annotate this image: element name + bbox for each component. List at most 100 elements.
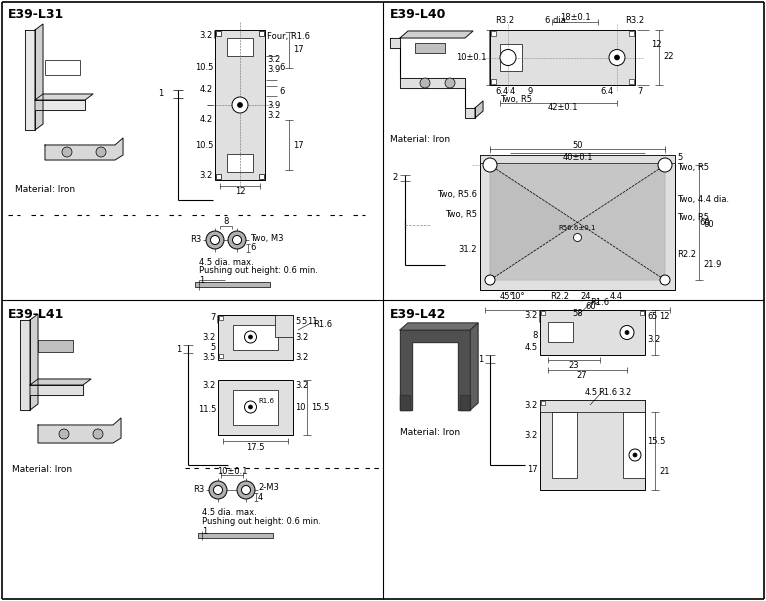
Text: E39-L42: E39-L42 xyxy=(390,308,447,321)
Bar xyxy=(218,380,293,435)
Bar xyxy=(233,390,278,425)
Polygon shape xyxy=(400,323,478,330)
Text: 17: 17 xyxy=(293,141,303,150)
Bar xyxy=(216,174,221,179)
Text: Two, R5: Two, R5 xyxy=(445,210,477,219)
Text: 23: 23 xyxy=(568,361,579,370)
Bar xyxy=(552,412,577,478)
Circle shape xyxy=(633,453,637,457)
Circle shape xyxy=(609,49,625,66)
Bar xyxy=(219,316,223,320)
Polygon shape xyxy=(20,320,83,410)
Text: 6.4: 6.4 xyxy=(495,87,509,96)
Bar xyxy=(491,31,496,36)
Circle shape xyxy=(248,405,253,409)
Bar xyxy=(227,38,253,56)
Text: 3.2: 3.2 xyxy=(267,55,280,64)
Polygon shape xyxy=(460,395,470,410)
Text: 1: 1 xyxy=(478,355,483,364)
Circle shape xyxy=(620,326,634,340)
Text: 4.5: 4.5 xyxy=(525,344,538,353)
Text: Material: Iron: Material: Iron xyxy=(400,428,460,437)
Bar xyxy=(259,31,264,36)
Text: 45°: 45° xyxy=(500,292,515,301)
Text: 4.5 dia. max.: 4.5 dia. max. xyxy=(199,258,254,267)
Circle shape xyxy=(244,401,257,413)
Circle shape xyxy=(614,55,620,60)
Bar xyxy=(216,31,221,36)
Text: R2.2: R2.2 xyxy=(677,250,696,259)
Text: 10: 10 xyxy=(295,403,306,412)
Text: 10±0.1: 10±0.1 xyxy=(217,466,247,475)
Circle shape xyxy=(445,78,455,88)
Circle shape xyxy=(93,429,103,439)
Text: 12: 12 xyxy=(234,188,245,197)
Text: R1.6: R1.6 xyxy=(598,388,617,397)
Text: 3.2: 3.2 xyxy=(203,332,216,341)
Text: 3.2: 3.2 xyxy=(267,111,280,120)
Text: 8: 8 xyxy=(224,218,229,227)
Text: 5: 5 xyxy=(295,317,300,326)
Text: 5: 5 xyxy=(211,344,216,353)
Text: 18±0.1: 18±0.1 xyxy=(560,13,591,22)
Bar xyxy=(259,174,264,179)
Text: 21.9: 21.9 xyxy=(703,260,722,269)
Bar xyxy=(623,412,645,478)
Text: 4: 4 xyxy=(258,492,264,501)
Text: 3.2: 3.2 xyxy=(200,171,213,180)
Text: 9: 9 xyxy=(528,87,533,96)
Text: 3.5: 3.5 xyxy=(203,353,216,361)
Bar xyxy=(640,311,644,315)
Bar xyxy=(480,155,675,163)
Circle shape xyxy=(485,275,495,285)
Polygon shape xyxy=(38,418,121,443)
Text: R3.2: R3.2 xyxy=(625,16,644,25)
Text: 8: 8 xyxy=(532,331,538,340)
Bar xyxy=(198,533,273,538)
Polygon shape xyxy=(45,138,123,160)
Polygon shape xyxy=(400,395,410,410)
Circle shape xyxy=(574,234,581,242)
Polygon shape xyxy=(490,165,578,280)
Text: 2: 2 xyxy=(393,174,398,183)
Text: Material: Iron: Material: Iron xyxy=(12,465,72,474)
Text: 17.5: 17.5 xyxy=(246,442,265,451)
Text: 21: 21 xyxy=(659,468,669,477)
Text: Material: Iron: Material: Iron xyxy=(15,185,75,194)
Text: 6 dia.: 6 dia. xyxy=(545,16,568,25)
Bar xyxy=(415,43,445,53)
Text: 3.9: 3.9 xyxy=(267,100,280,109)
Text: 3.2: 3.2 xyxy=(525,430,538,439)
Text: 7: 7 xyxy=(211,314,216,323)
Text: 5: 5 xyxy=(651,312,656,321)
Text: 11.5: 11.5 xyxy=(198,406,216,415)
Bar xyxy=(275,315,293,337)
Circle shape xyxy=(660,275,670,285)
Text: 1: 1 xyxy=(175,344,181,353)
Text: Four, R1.6: Four, R1.6 xyxy=(267,32,310,41)
Polygon shape xyxy=(30,379,91,385)
Text: 11: 11 xyxy=(307,317,317,326)
Text: R3: R3 xyxy=(193,484,204,493)
Polygon shape xyxy=(490,165,665,222)
Text: Two, 4.4 dia.: Two, 4.4 dia. xyxy=(677,195,729,204)
Circle shape xyxy=(59,429,69,439)
Text: 6.4: 6.4 xyxy=(600,87,614,96)
Text: 3.2: 3.2 xyxy=(525,401,538,410)
Circle shape xyxy=(483,158,497,172)
Text: R3.2: R3.2 xyxy=(495,16,514,25)
Text: 2-M3: 2-M3 xyxy=(258,483,279,492)
Text: 4.5: 4.5 xyxy=(585,388,598,397)
Polygon shape xyxy=(35,24,43,130)
Text: 10°: 10° xyxy=(510,292,525,301)
Text: 6: 6 xyxy=(647,312,653,321)
Circle shape xyxy=(62,147,72,157)
Text: R56.6±0.1: R56.6±0.1 xyxy=(558,225,596,231)
Text: 60: 60 xyxy=(703,220,714,229)
Text: 31.2: 31.2 xyxy=(459,245,477,254)
Bar xyxy=(629,79,634,84)
Text: R2.2: R2.2 xyxy=(550,292,569,301)
Text: Pushing out height: 0.6 min.: Pushing out height: 0.6 min. xyxy=(202,517,321,526)
Text: Two, R5: Two, R5 xyxy=(677,213,709,222)
Text: Two, R5.6: Two, R5.6 xyxy=(437,190,477,199)
